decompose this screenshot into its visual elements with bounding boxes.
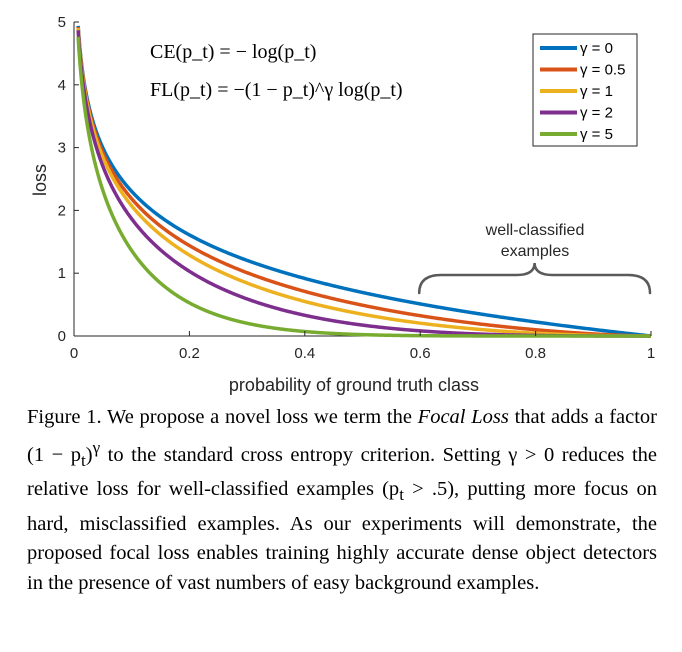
series-line: [76, 36, 652, 338]
y-tick-label: 0: [58, 328, 66, 345]
curves: [76, 25, 652, 338]
x-tick-label: 1: [647, 345, 655, 362]
annotation-brace: [417, 262, 652, 295]
y-tick-label: 1: [58, 265, 66, 282]
caption-sub-t-1: t: [80, 450, 86, 470]
x-tick-label: 0.4: [294, 345, 315, 362]
y-tick-label: 4: [58, 77, 66, 94]
focal-loss-chart: 0 0.2 0.4 0.6 0.8 1 0 1 2 3 4 5 CE(p_t) = − log(p_t…: [30, 14, 656, 395]
legend-label: γ = 1: [580, 83, 613, 100]
y-tick-label: 3: [58, 140, 66, 157]
x-tick-label: 0.2: [179, 345, 200, 362]
caption-part-1: Figure 1. We propose a novel loss we ter…: [27, 406, 418, 428]
x-tick-label: 0.6: [410, 345, 431, 362]
y-axis-title: loss: [30, 164, 50, 196]
formula-block: CE(p_t) = − log(p_t) FL(p_t) = −(1 − p_t…: [150, 41, 403, 101]
caption-part-5: > .5), putting more focus on hard, miscl…: [27, 477, 658, 594]
figure-caption: Figure 1. We propose a novel loss we ter…: [27, 403, 657, 598]
annotation-line-1: well-classified: [485, 222, 585, 239]
y-tick-label: 5: [58, 14, 66, 31]
caption-paren: ): [85, 443, 93, 466]
series-line: [76, 26, 652, 338]
well-classified-annotation: well-classified examples: [417, 222, 652, 295]
chart-area: 0 0.2 0.4 0.6 0.8 1 0 1 2 3 4 5 CE(p_t) = − log(p_t…: [30, 14, 656, 395]
y-tick-label: 2: [58, 202, 66, 219]
legend-label: γ = 0: [580, 40, 613, 57]
legend: γ = 0 γ = 0.5 γ = 1 γ = 2 γ = 5: [532, 33, 638, 147]
caption-sub-t-2: t: [399, 485, 404, 505]
x-tick-label: 0: [70, 345, 78, 362]
x-tick-label: 0.8: [525, 345, 546, 362]
formula-ce: CE(p_t) = − log(p_t): [150, 41, 316, 63]
caption-focal-loss: Focal Loss: [417, 406, 509, 428]
ticks: 0 0.2 0.4 0.6 0.8 1 0 1 2 3 4 5: [58, 14, 656, 362]
caption-sup-gamma: γ: [92, 437, 101, 457]
legend-label: γ = 2: [580, 105, 613, 122]
series-line: [76, 25, 652, 338]
annotation-line-2: examples: [501, 243, 569, 260]
caption-part-4: to the standard cross entropy criterion.…: [27, 443, 658, 500]
formula-fl: FL(p_t) = −(1 − p_t)^γ log(p_t): [150, 79, 403, 101]
legend-label: γ = 5: [580, 126, 613, 143]
x-axis-title: probability of ground truth class: [229, 375, 479, 395]
legend-label: γ = 0.5: [580, 62, 625, 79]
caption-part-3: that adds a factor (1 − p: [27, 406, 658, 466]
